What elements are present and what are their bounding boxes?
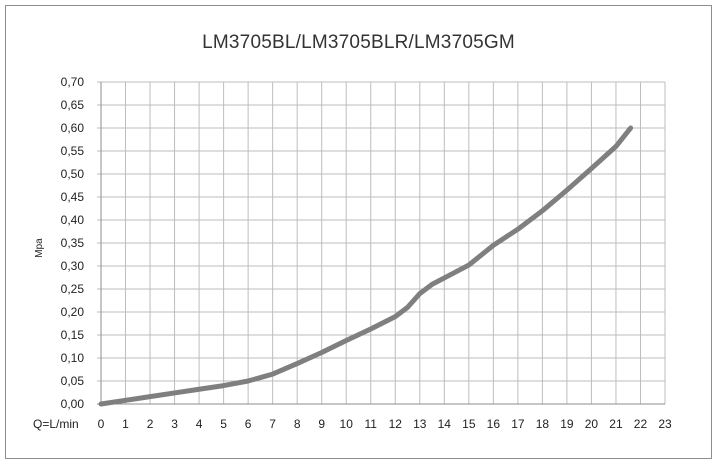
y-tick-label: 0,35 xyxy=(61,236,85,250)
y-tick-label: 0,25 xyxy=(61,282,85,296)
y-tick-label: 0,15 xyxy=(61,328,85,342)
x-tick-label: 8 xyxy=(294,417,301,431)
x-tick-label: 3 xyxy=(171,417,178,431)
y-axis-label: Mpa xyxy=(34,238,45,258)
series-line-0 xyxy=(98,125,634,407)
y-tick-label: 0,45 xyxy=(61,190,85,204)
x-tick-label: 14 xyxy=(438,417,452,431)
y-tick-label: 0,70 xyxy=(61,75,85,89)
x-tick-label: 1 xyxy=(122,417,129,431)
x-tick-label: 5 xyxy=(220,417,227,431)
x-tick-label: 10 xyxy=(340,417,354,431)
x-tick-label: 23 xyxy=(658,417,672,431)
x-tick-label: 21 xyxy=(609,417,623,431)
chart-title: LM3705BL/LM3705BLR/LM3705GM xyxy=(202,32,515,53)
y-tick-label: 0,20 xyxy=(61,305,85,319)
y-tick-label: 0,00 xyxy=(61,397,85,411)
x-tick-label: 4 xyxy=(196,417,203,431)
x-tick-label: 15 xyxy=(462,417,476,431)
x-tick-label: 2 xyxy=(147,417,154,431)
x-tick-label: 12 xyxy=(389,417,403,431)
x-tick-label: 9 xyxy=(318,417,325,431)
y-tick-label: 0,30 xyxy=(61,259,85,273)
x-tick-label: 6 xyxy=(245,417,252,431)
y-tick-label: 0,40 xyxy=(61,213,85,227)
x-tick-label: 20 xyxy=(585,417,599,431)
chart-frame: LM3705BL/LM3705BLR/LM3705GM xyxy=(5,5,712,459)
x-tick-label: 17 xyxy=(511,417,525,431)
x-tick-label: 16 xyxy=(487,417,501,431)
y-axis-ticks: 0,00 0,05 0,10 0,15 0,20 0,25 0,30 0,35 0,40 0,45… xyxy=(61,75,85,411)
series-layer xyxy=(98,125,634,407)
x-tick-label: 19 xyxy=(560,417,574,431)
y-tick-label: 0,65 xyxy=(61,98,85,112)
x-tick-label: 18 xyxy=(536,417,550,431)
y-tick-label: 0,50 xyxy=(61,167,85,181)
x-tick-label: 0 xyxy=(98,417,105,431)
x-tick-label: 13 xyxy=(413,417,427,431)
grid-lines xyxy=(97,81,666,405)
y-tick-label: 0,10 xyxy=(61,351,85,365)
x-tick-label: 11 xyxy=(365,417,378,431)
y-tick-label: 0,55 xyxy=(61,144,85,158)
x-axis-label: Q=L/min xyxy=(33,417,79,431)
y-tick-label: 0,05 xyxy=(61,374,85,388)
x-tick-label: 22 xyxy=(634,417,648,431)
x-axis-ticks: 0 1 2 3 4 5 6 7 8 9 10 11 12 13 14 15 16 17 18 19 20 21 22 23 xyxy=(98,417,672,431)
y-tick-label: 0,60 xyxy=(61,121,85,135)
x-tick-label: 7 xyxy=(269,417,276,431)
